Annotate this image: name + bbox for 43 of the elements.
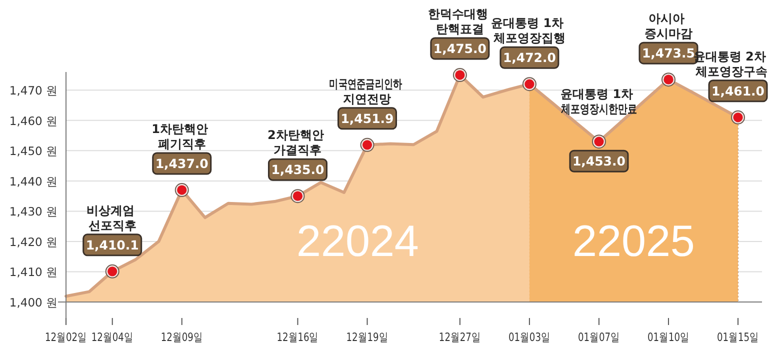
data-label: 1,435.0 xyxy=(271,162,325,178)
text: 윤대통령 1차 체포영장집행 xyxy=(491,16,568,46)
y-tick-label: 1,410 원 xyxy=(9,265,58,280)
y-tick-label: 1,400 원 xyxy=(9,296,58,310)
text: 아시아 증시마감 xyxy=(644,12,692,41)
y-tick-label: 1,470 원 xyxy=(9,84,58,98)
value-label: 1,410.1 xyxy=(82,234,142,256)
x-tick-label: 01월07일 xyxy=(578,330,632,344)
x-tick-label: 12월04일 xyxy=(91,330,145,344)
y-tick-label: 1,420 원 xyxy=(9,234,58,249)
data-label: 1,453.0 xyxy=(572,154,626,169)
x-tick-label: 01월10일 xyxy=(647,330,701,344)
value-label: 1,472.0 xyxy=(500,46,560,69)
x-tick-label: 12월09일 xyxy=(160,330,214,344)
data-label: 1,475.0 xyxy=(433,41,487,56)
data-label: 1,437.0 xyxy=(155,156,209,172)
x-tick-label: 12월27일 xyxy=(438,330,492,344)
value-label: 1,461.0 xyxy=(708,80,768,102)
data-label: 1,461.0 xyxy=(712,83,765,98)
value-label: 1,475.0 xyxy=(430,37,490,60)
annotation: 비상계엄 선포직후 xyxy=(86,203,138,232)
x-tick-label: 01월03일 xyxy=(508,330,562,344)
x-tick-label: 12월19일 xyxy=(346,330,400,344)
annotation: 1차탄핵안 폐기직후 xyxy=(152,122,212,152)
x-tick-label: 12월16일 xyxy=(276,330,330,344)
x-tick-label: 01월15일 xyxy=(717,330,770,344)
y-tick-label: 1,440 원 xyxy=(9,174,58,188)
y-tick-label: 1,450 원 xyxy=(9,144,58,158)
value-label: 1,435.0 xyxy=(268,158,328,181)
annotation: 2차탄핵안 가결직후 xyxy=(267,128,328,158)
annotation: 22024 xyxy=(296,217,419,266)
annotation: 22025 xyxy=(572,217,695,266)
value-label: 1,451.9 xyxy=(338,107,397,130)
data-label: 1,473.5 xyxy=(642,46,695,61)
data-label: 1,472.0 xyxy=(502,50,556,66)
data-label: 1,410.1 xyxy=(86,237,139,252)
y-tick-label: 1,430 원 xyxy=(9,204,58,219)
value-label: 1,437.0 xyxy=(152,152,212,175)
value-label: 1,453.0 xyxy=(569,150,629,172)
y-tick-label: 1,460 원 xyxy=(9,114,58,128)
data-label: 1,451.9 xyxy=(340,110,394,126)
annotation: 미국연준금리인하 지연전망 xyxy=(329,76,426,106)
text: 한덕수대행 탄핵표결 xyxy=(428,7,492,36)
